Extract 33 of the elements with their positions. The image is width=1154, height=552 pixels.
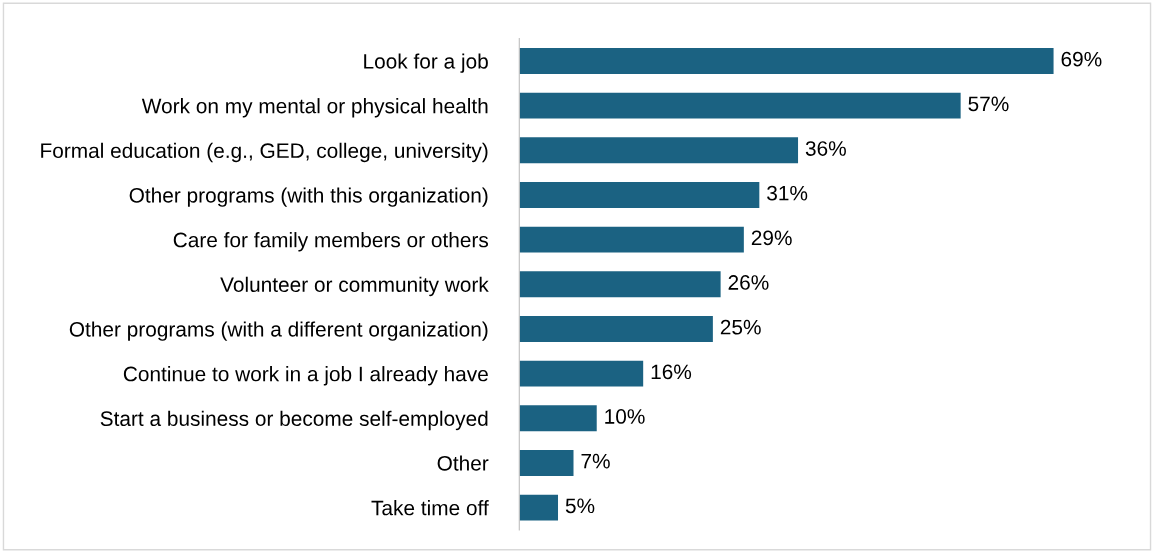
y-tick-label: Other programs (with a different organization) (69, 321, 488, 341)
bar (519, 48, 1054, 74)
y-tick-label: Formal education (e.g., GED, college, university) (41, 142, 488, 163)
data-label: 25% (720, 319, 761, 335)
y-tick-label: Other programs (with this organization) (129, 187, 488, 207)
data-label: 10% (605, 409, 645, 424)
data-label: 26% (728, 275, 769, 290)
y-tick-label: Work on my mental or physical health (141, 98, 488, 118)
bar (519, 182, 760, 208)
data-label: 69% (1061, 51, 1102, 67)
data-label: 36% (805, 141, 846, 156)
data-label: 7% (581, 453, 610, 469)
y-tick-label: Volunteer or community work (220, 276, 489, 297)
bar (519, 449, 574, 476)
data-label: 16% (651, 364, 692, 380)
y-tick-label: Continue to work in a job I already have (123, 366, 488, 386)
data-label: 5% (565, 498, 595, 514)
bar (519, 137, 799, 164)
bar (519, 226, 744, 253)
y-tick-label: Care for family members or others (173, 232, 489, 252)
y-tick-label: Take time off (371, 500, 489, 516)
bar (519, 494, 559, 521)
bar (519, 92, 961, 119)
y-tick-label: Start a business or become self-employed (100, 410, 488, 431)
bar (519, 271, 721, 298)
bar (519, 360, 644, 387)
bar (519, 315, 713, 342)
bar (519, 405, 597, 432)
y-tick-label: Look for a job (364, 53, 488, 73)
data-label: 31% (767, 185, 808, 201)
data-label: 57% (968, 96, 1009, 112)
data-label: 29% (751, 230, 792, 246)
y-tick-label: Other (437, 455, 489, 471)
